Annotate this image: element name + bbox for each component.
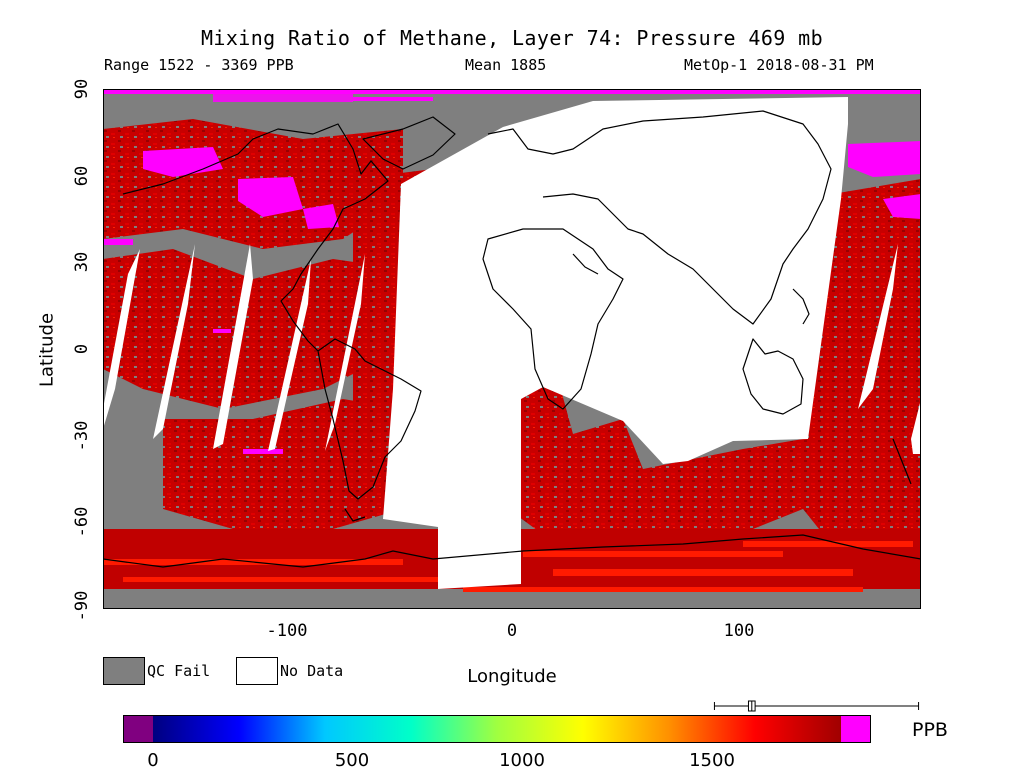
range-text: Range 1522 - 3369 PPB bbox=[104, 56, 294, 74]
colorbar-gradient bbox=[153, 715, 841, 743]
colorbar-tick-label: 500 bbox=[334, 750, 370, 771]
no-data-label: No Data bbox=[280, 662, 344, 680]
y-tick-label: 60 bbox=[72, 165, 92, 187]
y-tick-label: 90 bbox=[72, 78, 92, 100]
y-axis-label: Latitude bbox=[36, 312, 58, 388]
y-tick-label: 30 bbox=[72, 251, 92, 273]
y-tick-label: 0 bbox=[72, 343, 92, 355]
colorbar bbox=[123, 715, 871, 743]
colorbar-frame bbox=[123, 715, 871, 743]
no-data-swatch bbox=[236, 657, 278, 685]
colorbar-tick-label: 1500 bbox=[689, 750, 735, 771]
colorbar-over-swatch bbox=[841, 715, 871, 743]
colorbar-unit: PPB bbox=[912, 719, 948, 741]
x-tick-label: 100 bbox=[723, 621, 755, 641]
map-plot-area bbox=[103, 89, 921, 609]
y-tick-label: -90 bbox=[72, 590, 92, 622]
x-tick-label: 0 bbox=[506, 621, 518, 641]
colorbar-tick-label: 1000 bbox=[499, 750, 545, 771]
y-tick-label: -60 bbox=[72, 506, 92, 538]
figure-title: Mixing Ratio of Methane, Layer 74: Press… bbox=[200, 26, 824, 50]
qc-fail-swatch bbox=[103, 657, 145, 685]
x-tick-label: -100 bbox=[266, 621, 308, 641]
y-tick-label: -30 bbox=[72, 420, 92, 452]
no-data-regions bbox=[103, 97, 921, 589]
colorbar-under-swatch bbox=[123, 715, 153, 743]
coastlines bbox=[103, 110, 921, 568]
mean-text: Mean 1885 bbox=[465, 56, 547, 74]
colorbar-tick-label: 0 bbox=[147, 750, 159, 771]
qc-fail-label: QC Fail bbox=[147, 662, 211, 680]
value-distribution-boxplot bbox=[713, 700, 920, 712]
x-axis-label: Longitude bbox=[467, 666, 557, 687]
satellite-date-text: MetOp-1 2018-08-31 PM bbox=[684, 56, 874, 74]
map-frame bbox=[103, 89, 921, 609]
